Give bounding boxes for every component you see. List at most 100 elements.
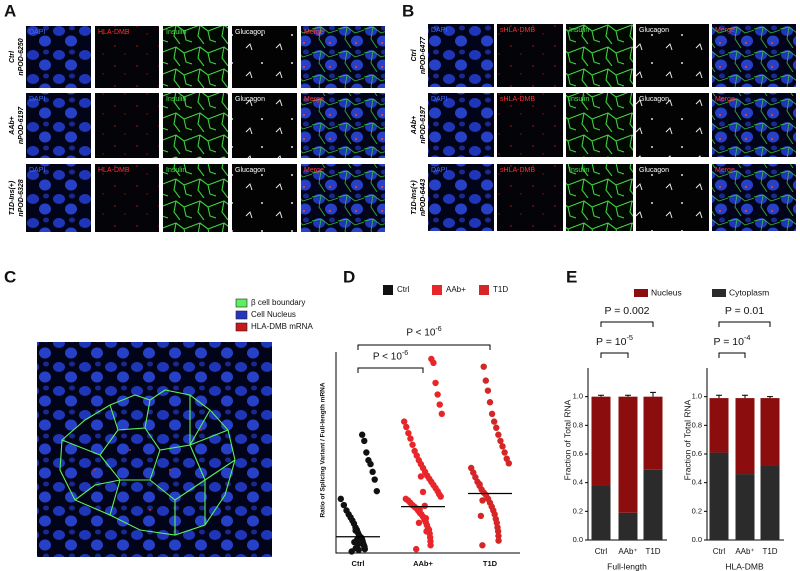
- channel-label: DAPI: [29, 96, 45, 103]
- legend-label: HLA-DMB mRNA: [251, 322, 313, 331]
- bracket: [600, 321, 654, 327]
- micrograph: [712, 93, 796, 157]
- channel-label: Insulin: [569, 27, 589, 34]
- row-label: T1D-Ins(+) nPOD-6328: [9, 179, 25, 216]
- row-label: T1D-Ins(+) nPOD-6443: [411, 179, 427, 216]
- legend-label: Ctrl: [397, 285, 410, 294]
- data-point: [352, 527, 359, 534]
- x-tick-label: T1D: [645, 547, 660, 556]
- channel-label: DAPI: [431, 167, 447, 174]
- y-tick-label: 0.8: [692, 420, 702, 429]
- micrograph: [636, 164, 709, 231]
- annotation: P < 10: [373, 352, 402, 363]
- channel-label: sHLA-DMB: [500, 96, 535, 103]
- y-tick-label: 0.0: [573, 535, 583, 544]
- micrograph: [26, 26, 91, 88]
- smfish-image: [37, 342, 272, 557]
- row-donor: nPOD-6477: [420, 36, 427, 74]
- micrograph: [301, 93, 385, 158]
- micrograph: [95, 164, 159, 232]
- micrograph: [497, 24, 563, 87]
- y-tick-label: 0.8: [573, 420, 583, 429]
- data-point: [365, 457, 372, 464]
- legend-label: AAb+: [446, 285, 466, 294]
- row-donor: nPOD-6197: [420, 105, 427, 143]
- channel-label: Insulin: [569, 167, 589, 174]
- error-bar: [598, 394, 604, 397]
- data-point: [497, 437, 504, 445]
- data-point: [490, 418, 498, 425]
- data-point: [369, 468, 376, 476]
- data-point: [422, 515, 430, 522]
- data-point: [358, 431, 366, 438]
- bar-segment: [735, 398, 755, 475]
- x-tick-label: T1D: [762, 547, 777, 556]
- channel-label: Merge: [715, 96, 735, 103]
- data-point: [503, 455, 510, 462]
- channel-label: Insulin: [166, 167, 186, 174]
- micrograph: [301, 164, 385, 232]
- data-point: [486, 399, 494, 406]
- legend-swatch: [432, 285, 442, 295]
- legend-label: Cytoplasm: [729, 287, 769, 297]
- channel-label: Glucagon: [235, 29, 265, 36]
- data-point: [363, 449, 370, 456]
- data-point: [371, 476, 378, 483]
- x-tick-label: Ctrl: [352, 559, 365, 568]
- panel-label: D: [343, 267, 355, 286]
- bar-segment: [618, 512, 638, 540]
- channel-label: DAPI: [29, 167, 45, 174]
- data-point: [495, 537, 502, 544]
- row-donor: nPOD-6443: [420, 179, 427, 216]
- data-point: [476, 480, 483, 488]
- legend-label: Nucleus: [651, 287, 682, 297]
- data-point: [499, 443, 506, 450]
- data-point: [361, 437, 368, 445]
- bracket: [718, 321, 771, 327]
- bar-segment: [709, 398, 729, 453]
- data-point: [419, 488, 427, 496]
- micrograph: [566, 24, 633, 87]
- x-tick-label: Ctrl: [595, 547, 608, 556]
- micrograph: [636, 93, 709, 157]
- y-tick-label: 0.2: [692, 506, 702, 515]
- annotation: P = 10: [596, 336, 627, 348]
- y-tick-label: 0.4: [692, 478, 702, 487]
- y-tick-label: 0.6: [573, 449, 583, 458]
- data-point: [409, 441, 416, 448]
- y-axis-label: Ratio of Splicing Variant / Full-length …: [320, 382, 327, 517]
- micrograph: [163, 26, 228, 88]
- x-tick-label: AAb⁺: [735, 547, 754, 556]
- data-point: [477, 512, 485, 520]
- y-tick-label: 1.0: [573, 392, 583, 401]
- legend-label: β cell boundary: [251, 298, 305, 307]
- data-point: [482, 377, 490, 384]
- bar-segment: [709, 452, 729, 540]
- mrna-dots: [94, 429, 201, 511]
- row-donor: nPOD-6328: [18, 179, 25, 216]
- channel-label: Merge: [304, 96, 324, 103]
- micrograph: [26, 93, 91, 158]
- legend-swatch: [383, 285, 393, 295]
- data-point: [417, 473, 425, 480]
- error-bar: [716, 394, 722, 399]
- channel-label: Glucagon: [639, 27, 669, 34]
- annotation: P = 0.002: [604, 305, 649, 317]
- channel-label: Insulin: [166, 29, 186, 36]
- x-axis-label: HLA-DMB: [725, 561, 764, 571]
- data-point: [432, 379, 439, 387]
- data-point: [416, 506, 423, 513]
- error-bar: [767, 396, 773, 399]
- legend-swatch: [634, 289, 648, 297]
- bar-segment: [618, 396, 638, 513]
- data-point: [480, 363, 487, 370]
- bar-segment: [760, 398, 780, 466]
- panel-label: C: [4, 267, 16, 286]
- row-label: Ctrl nPOD-6250: [9, 38, 25, 75]
- channel-label: Merge: [304, 167, 324, 174]
- row-label: Ctrl nPOD-6477: [411, 36, 427, 74]
- data-point: [495, 431, 502, 438]
- y-tick-label: 0.0: [692, 535, 702, 544]
- data-point: [428, 355, 435, 363]
